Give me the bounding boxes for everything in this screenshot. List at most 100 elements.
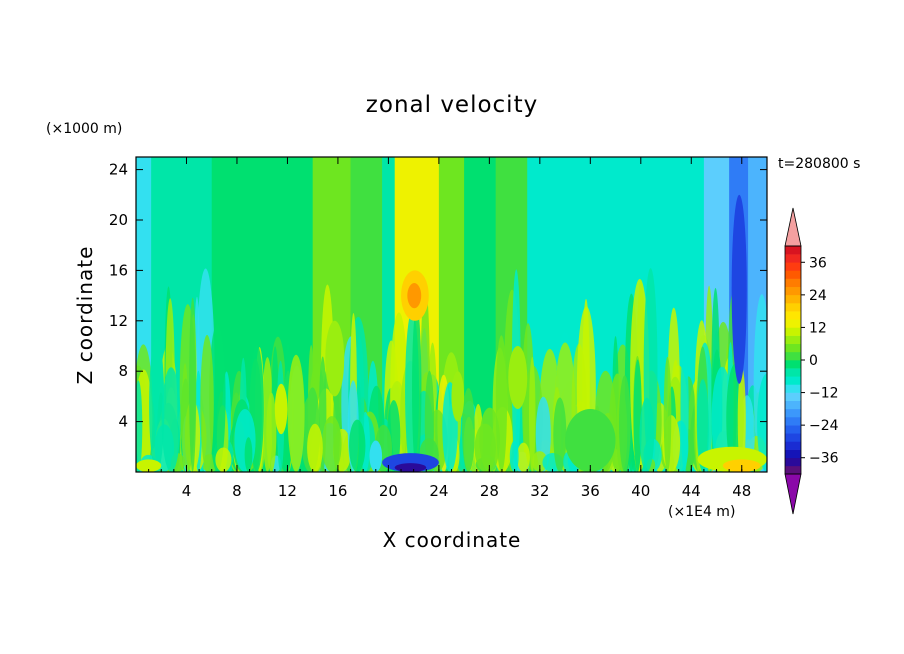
colorbar-label: 12 xyxy=(809,320,827,336)
colorbar-swatch xyxy=(785,457,801,467)
colorbar-swatch xyxy=(785,376,801,385)
x-tick-label: 4 xyxy=(182,482,192,500)
contour-cell xyxy=(696,379,709,472)
colorbar-swatch xyxy=(785,441,801,450)
colorbar-swatch xyxy=(785,425,801,434)
x-tick-label: 16 xyxy=(328,482,347,500)
chart-title: zonal velocity xyxy=(366,92,538,118)
contour-cell xyxy=(189,297,197,472)
colorbar-swatch xyxy=(785,254,801,263)
colorbar-swatch xyxy=(785,351,801,361)
contour-cell xyxy=(516,442,530,472)
colorbar-label: 24 xyxy=(809,288,827,304)
colorbar-swatch xyxy=(785,433,801,442)
y-tick-label: 16 xyxy=(109,261,128,279)
contour-cell xyxy=(619,375,631,472)
y-axis: 4 8 12 16 20 24 xyxy=(109,161,767,431)
colorbar-swatch xyxy=(785,408,801,418)
contour-extremum xyxy=(451,371,465,422)
colorbar-label: −24 xyxy=(809,418,839,434)
colorbar-label: −12 xyxy=(809,386,839,402)
contour-cell xyxy=(663,356,672,472)
colorbar-swatch xyxy=(785,392,801,402)
y-tick-label: 12 xyxy=(109,312,128,330)
contour-extremum xyxy=(369,440,383,472)
contour-cell xyxy=(215,447,232,472)
contour-extremum xyxy=(407,283,422,309)
colorbar-swatch xyxy=(785,262,801,271)
colorbar-label: 36 xyxy=(809,255,827,271)
contour-cell xyxy=(287,354,305,472)
x-tick-label: 28 xyxy=(480,482,499,500)
x-tick-label: 8 xyxy=(232,482,242,500)
colorbar-swatch xyxy=(785,335,801,345)
colorbar-label: −36 xyxy=(809,451,839,467)
colorbar: 36 24 12 0 −12 −24 −36 xyxy=(784,207,839,515)
colorbar-swatch xyxy=(785,417,801,426)
y-unit-label: (×1000 m) xyxy=(46,121,122,137)
contour-cell xyxy=(479,407,500,472)
colorbar-swatch xyxy=(785,449,801,459)
contour-cell xyxy=(149,338,165,472)
colorbar-swatch xyxy=(785,384,801,393)
contour-cell xyxy=(136,380,143,472)
x-axis-title: X coordinate xyxy=(383,528,522,552)
contour-cell xyxy=(639,397,655,472)
contour-extremum xyxy=(508,346,528,409)
colorbar-swatch xyxy=(785,319,801,328)
colorbar-swatch xyxy=(785,246,801,255)
y-axis-title: Z coordinate xyxy=(73,246,97,385)
contour-extremum xyxy=(394,463,427,472)
colorbar-swatch xyxy=(785,360,801,369)
contour-cell xyxy=(266,392,277,472)
x-tick-label: 40 xyxy=(631,482,650,500)
contour-cell xyxy=(737,366,746,472)
colorbar-swatch xyxy=(785,286,801,296)
contour-cell xyxy=(321,416,342,472)
x-tick-label: 20 xyxy=(379,482,398,500)
y-tick-label: 4 xyxy=(118,413,128,431)
contour-cell xyxy=(553,397,567,472)
contour-cell xyxy=(757,373,767,472)
contour-noise xyxy=(136,194,767,472)
contour-cell xyxy=(209,323,226,472)
colorbar-swatch xyxy=(785,343,801,353)
x-axis: 4 8 12 16 20 24 28 32 36 40 44 48 xyxy=(148,157,755,500)
colorbar-swatch xyxy=(785,311,801,320)
contour-cell xyxy=(244,437,253,472)
contour-extremum xyxy=(565,409,616,472)
colorbar-swatch xyxy=(785,294,801,304)
contour-cell xyxy=(161,367,181,472)
contour-cell xyxy=(412,306,422,472)
colorbar-swatch xyxy=(785,465,801,475)
contour-extremum xyxy=(274,383,288,435)
x-tick-label: 24 xyxy=(429,482,448,500)
x-tick-label: 32 xyxy=(530,482,549,500)
contour-cell xyxy=(509,441,519,472)
contour-cell xyxy=(349,419,366,472)
colorbar-swatch xyxy=(785,270,801,279)
colorbar-swatch xyxy=(785,278,801,288)
x-tick-label: 44 xyxy=(682,482,701,500)
colorbar-swatch xyxy=(785,303,801,312)
contour-cell xyxy=(200,334,214,472)
time-label: t=280800 s xyxy=(778,156,860,172)
colorbar-swatch xyxy=(785,400,801,410)
contour-cell xyxy=(532,451,548,472)
x-tick-label: 48 xyxy=(732,482,751,500)
contour-cell xyxy=(307,423,323,472)
y-tick-label: 8 xyxy=(118,362,128,380)
contour-extremum xyxy=(731,194,747,384)
contour-cell xyxy=(234,409,256,472)
colorbar-swatch xyxy=(785,368,801,377)
x-tick-label: 36 xyxy=(581,482,600,500)
x-unit-label: (×1E4 m) xyxy=(668,504,735,520)
colorbar-label: 0 xyxy=(809,353,818,369)
contour-cell xyxy=(424,370,435,472)
colorbar-swatch xyxy=(785,327,801,336)
contour-cell xyxy=(529,356,536,472)
contour-extremum xyxy=(325,320,345,397)
contour-extremum xyxy=(136,459,162,472)
y-tick-label: 20 xyxy=(109,211,128,229)
